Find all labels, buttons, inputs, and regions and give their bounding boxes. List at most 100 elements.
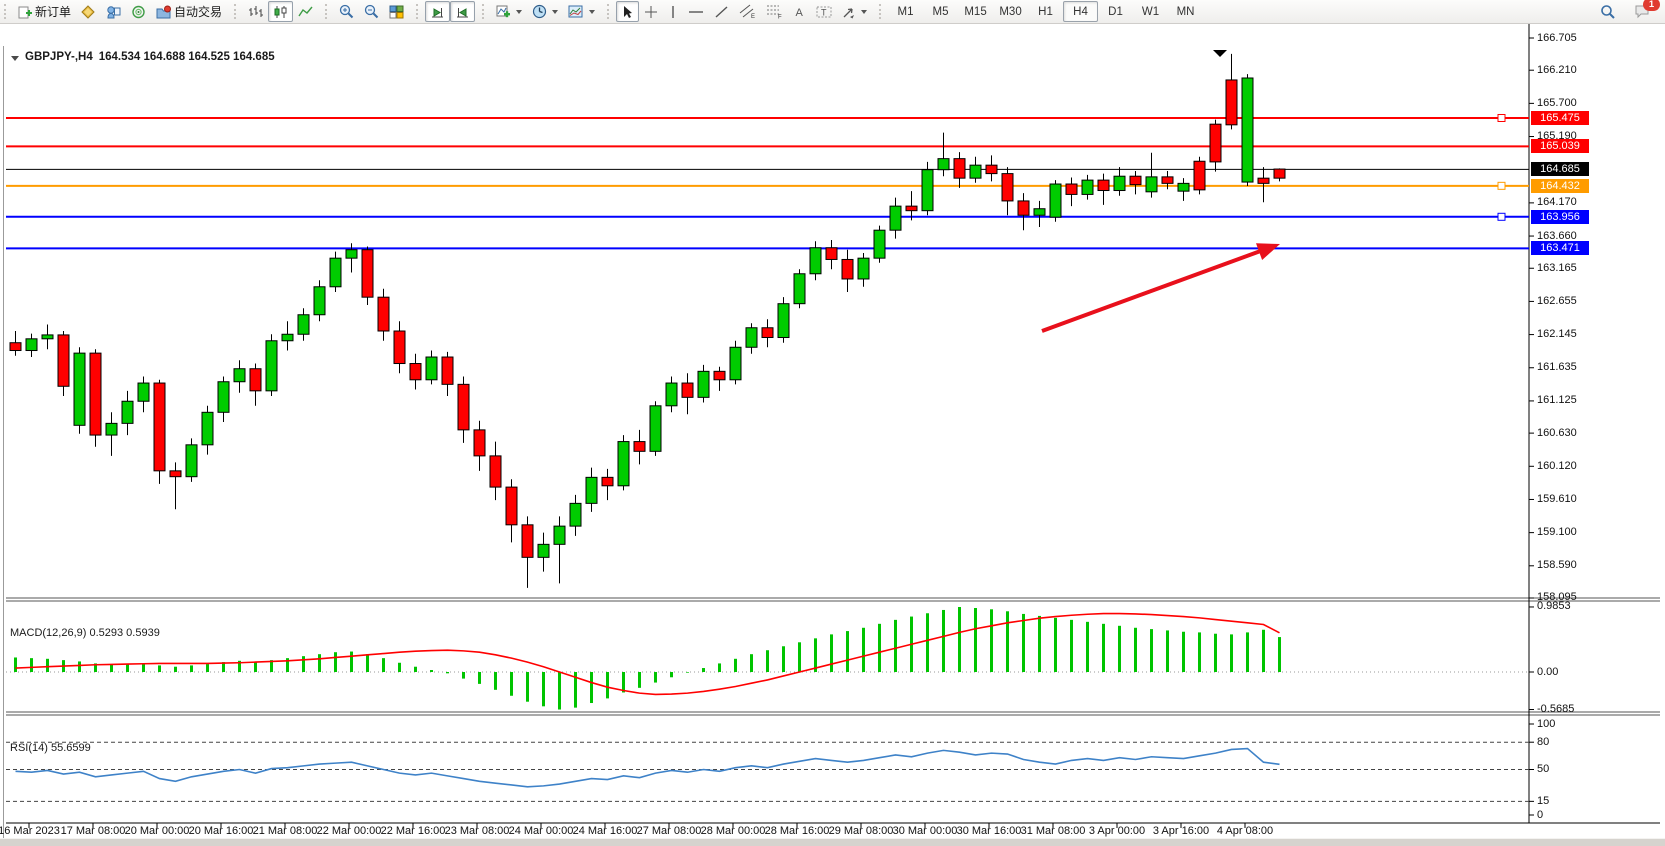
candle-body-bear <box>841 258 854 280</box>
candle-body-bull <box>937 158 950 171</box>
auto-scroll-button[interactable] <box>425 1 451 22</box>
chart-shift-icon <box>457 7 469 17</box>
indicators-button[interactable] <box>491 1 527 22</box>
horizontal-line-tool-button[interactable] <box>683 1 709 22</box>
text-label-icon: T <box>816 6 832 17</box>
periods-clock-icon <box>532 4 547 19</box>
chart-window: GBPJPY-,H4 164.534 164.688 164.525 164.6… <box>0 23 1665 846</box>
zoom-in-button[interactable] <box>334 1 359 22</box>
zoom-out-button[interactable] <box>359 1 384 22</box>
candle-body-bear <box>1065 183 1078 195</box>
candle-body-bull <box>873 229 886 259</box>
candle-body-bull <box>1081 179 1094 195</box>
cursor-tool-button[interactable] <box>616 1 640 22</box>
periods-caret <box>552 9 559 14</box>
candle-body-bear <box>89 352 102 436</box>
arrow-objects-icon <box>843 7 855 18</box>
candle-body-bull <box>265 340 278 392</box>
timeframe-w1[interactable]: W1 <box>1141 5 1160 18</box>
auto-trading-button[interactable]: 自动交易 <box>151 1 227 22</box>
level-line-handle[interactable] <box>1497 113 1506 122</box>
auto-trading-icon <box>156 5 172 18</box>
timeframe-d1[interactable]: D1 <box>1108 5 1123 18</box>
candle-body-bull <box>665 382 678 407</box>
timeframe-m15[interactable]: M15 <box>964 5 987 18</box>
toolbar-group-zoom <box>321 0 412 23</box>
notification-badge: 1 <box>1643 0 1660 11</box>
candle-body-bull <box>729 346 742 381</box>
strategy-tester-button[interactable] <box>126 1 151 22</box>
candle-body-bear <box>441 356 454 385</box>
trend-arrow-head[interactable] <box>1256 243 1280 261</box>
candle-body-bear <box>377 296 390 332</box>
line-chart-icon <box>298 6 313 16</box>
crosshair-tool-button[interactable] <box>639 1 663 22</box>
candle-body-bull <box>1145 176 1158 193</box>
candle-body-bear <box>393 330 406 365</box>
templates-icon <box>568 5 583 17</box>
candle-body-bear <box>681 382 694 398</box>
templates-caret <box>589 9 596 14</box>
candle-body-bull <box>585 476 598 504</box>
data-window-button[interactable] <box>101 1 126 22</box>
chart-shift-marker-icon[interactable] <box>1213 50 1227 57</box>
line-chart-button[interactable] <box>293 1 318 22</box>
timeframe-mn[interactable]: MN <box>1176 5 1195 18</box>
candle-body-bull <box>137 382 150 402</box>
svg-text:F: F <box>778 15 782 20</box>
candle-body-bear <box>1129 175 1142 186</box>
candle-body-bear <box>985 164 998 175</box>
window-left-edge <box>3 46 4 839</box>
notifications-button[interactable]: 1 <box>1629 0 1660 22</box>
zoom-in-icon <box>339 4 354 19</box>
channel-tool-button[interactable]: E <box>734 1 761 22</box>
fibonacci-icon: F <box>767 5 782 20</box>
candle-body-bear <box>825 247 838 260</box>
vertical-line-tool-button[interactable] <box>663 1 683 22</box>
candle-body-bull <box>345 249 358 259</box>
macd-label: MACD(12,26,9) 0.5293 0.5939 <box>10 627 160 639</box>
status-strip <box>0 838 1665 846</box>
horizontal-line-icon <box>689 10 704 13</box>
candlestick-chart-button[interactable] <box>268 1 294 22</box>
strategy-tester-icon <box>132 5 145 18</box>
candle-body-bear <box>905 205 918 212</box>
search-button[interactable] <box>1595 1 1621 22</box>
text-icon: A <box>796 7 804 19</box>
label-tool-button[interactable]: T <box>811 1 837 22</box>
bar-chart-icon <box>249 5 264 17</box>
timeframe-h1[interactable]: H1 <box>1038 5 1053 18</box>
candle-body-bear <box>489 455 502 488</box>
tile-windows-button[interactable] <box>384 1 409 22</box>
periods-button[interactable] <box>527 1 563 22</box>
timeframe-m5[interactable]: M5 <box>932 5 949 18</box>
market-watch-button[interactable] <box>76 1 101 22</box>
candle-body-bear <box>361 249 374 298</box>
text-tool-button[interactable]: A <box>788 1 811 22</box>
timeframe-h4[interactable]: H4 <box>1063 1 1099 22</box>
arrows-tool-button[interactable] <box>837 1 872 22</box>
fibonacci-tool-button[interactable]: F <box>761 1 788 22</box>
trendline-tool-button[interactable] <box>709 1 734 22</box>
templates-button[interactable] <box>563 1 600 22</box>
candle-body-bull <box>281 333 294 342</box>
candle-body-bear <box>9 342 22 352</box>
trend-arrow-line[interactable] <box>1041 247 1267 333</box>
candle-body-bear <box>1001 173 1014 202</box>
bar-chart-button[interactable] <box>243 1 268 22</box>
level-line-handle[interactable] <box>1497 212 1506 221</box>
timeframe-m1[interactable]: M1 <box>897 5 914 18</box>
candle-body-bull <box>217 381 230 413</box>
one-click-collapse-icon[interactable] <box>11 55 19 61</box>
candle-body-bull <box>105 422 118 436</box>
level-line-handle[interactable] <box>1497 181 1506 190</box>
chart-shift-button[interactable] <box>450 1 476 22</box>
cursor-icon <box>624 5 633 18</box>
candle-body-bear <box>1225 79 1238 126</box>
candle-body-bull <box>617 441 630 487</box>
candle-body-bull <box>233 368 246 383</box>
tile-windows-icon <box>389 5 404 18</box>
new-order-button[interactable]: 新订单 <box>13 1 76 22</box>
timeframe-m30[interactable]: M30 <box>999 5 1022 18</box>
